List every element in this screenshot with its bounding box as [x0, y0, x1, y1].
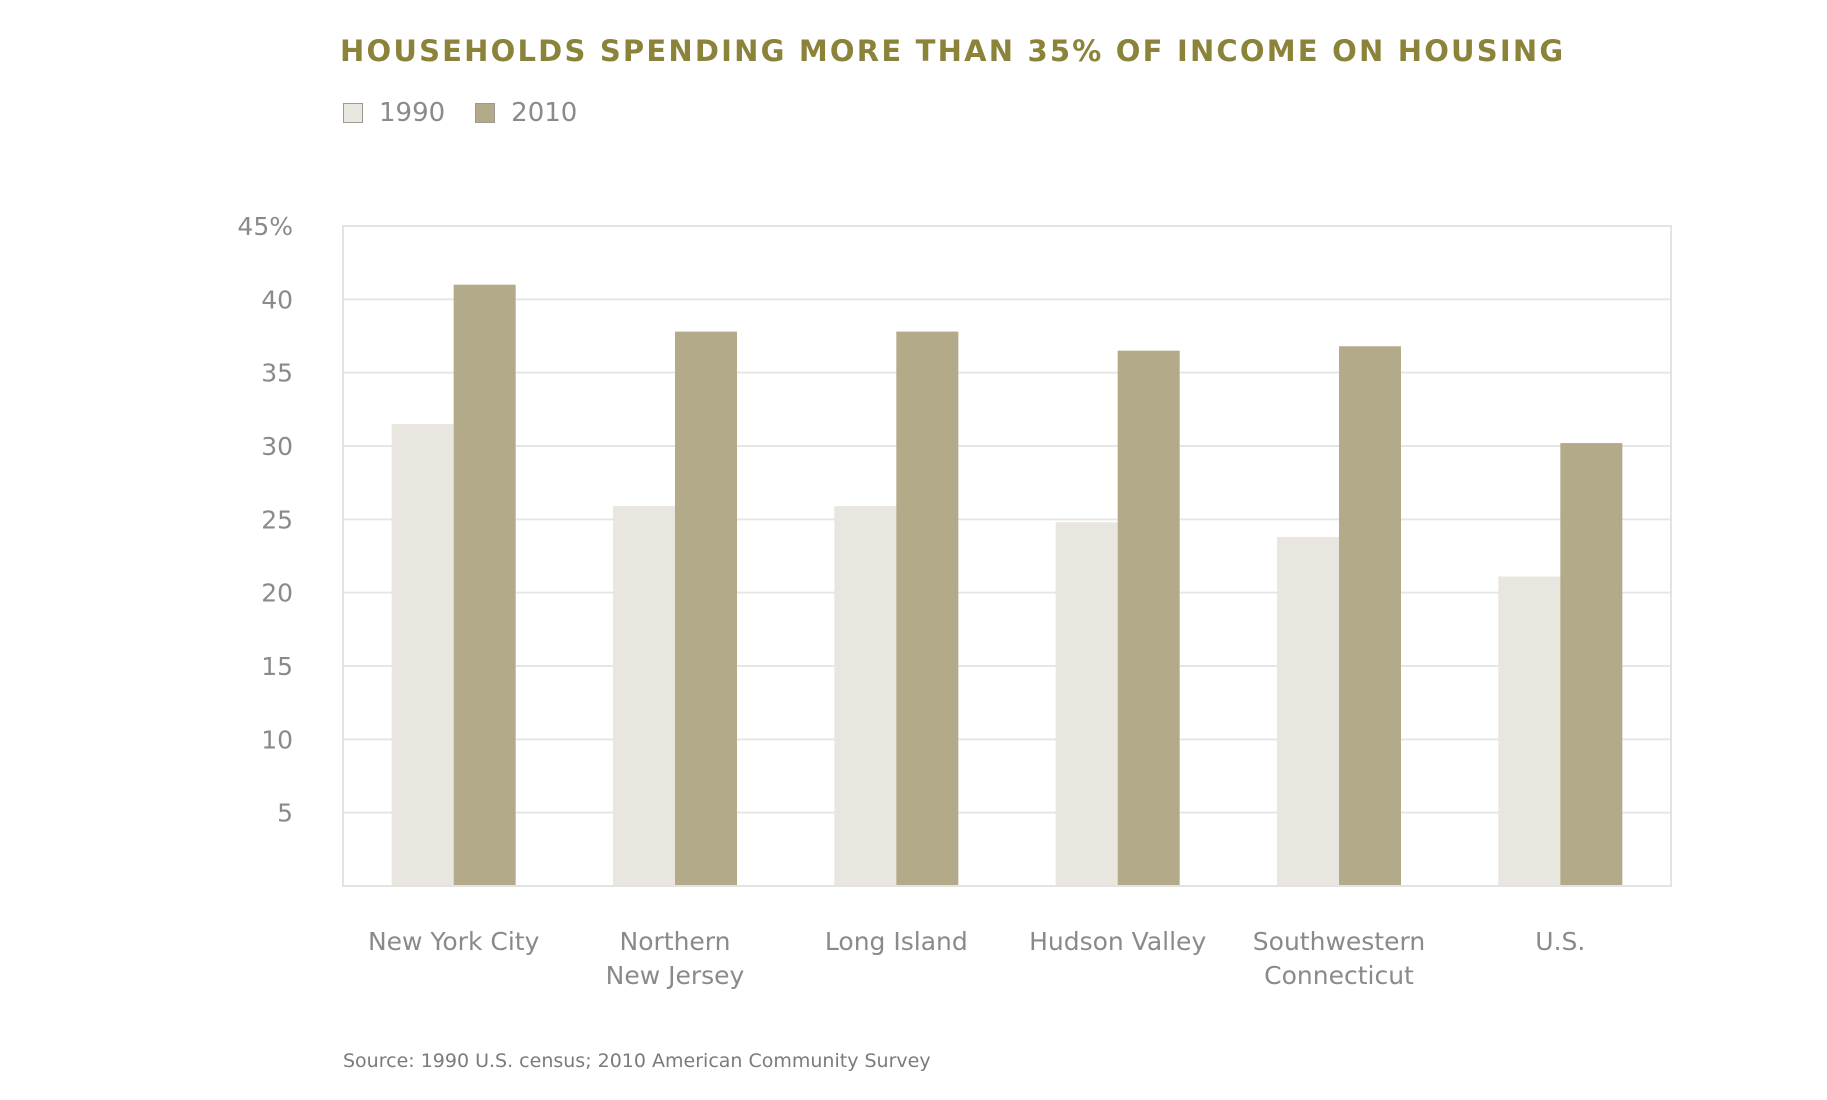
plot-frame — [342, 225, 1672, 887]
legend-label-1990: 1990 — [379, 98, 446, 128]
legend-swatch-1990 — [343, 103, 363, 123]
y-tick-label-20: 20 — [261, 579, 293, 608]
bar-1990-4 — [1277, 536, 1339, 886]
bar-1990-5 — [1498, 576, 1561, 886]
y-tick-label-25: 25 — [261, 505, 293, 534]
x-tick-label-4-1: Connecticut — [1264, 961, 1414, 990]
chart-title: HOUSEHOLDS SPENDING MORE THAN 35% OF INC… — [340, 34, 1566, 68]
bar-1990-0 — [391, 424, 454, 886]
bar-1990-2 — [834, 506, 897, 886]
y-tick-label-45: 45% — [237, 212, 293, 241]
bar-1990-3 — [1055, 522, 1118, 886]
x-tick-label-1-0: Northern — [620, 927, 731, 956]
x-tick-label-4-0: Southwestern — [1253, 927, 1425, 956]
bar-2010-2 — [896, 331, 959, 887]
x-tick-label-3-0: Hudson Valley — [1029, 927, 1206, 956]
x-tick-label-1-1: New Jersey — [606, 961, 745, 990]
legend-item-2010: 2010 — [475, 98, 577, 128]
y-tick-label-30: 30 — [261, 432, 293, 461]
y-tick-label-35: 35 — [261, 359, 293, 388]
x-tick-label-5-0: U.S. — [1535, 927, 1585, 956]
source-note: Source: 1990 U.S. census; 2010 American … — [343, 1050, 931, 1072]
bar-1990-1 — [613, 506, 675, 886]
legend-label-2010: 2010 — [511, 98, 578, 128]
bar-2010-1 — [675, 331, 737, 887]
legend-swatch-2010 — [475, 103, 496, 123]
y-tick-label-10: 10 — [261, 725, 293, 754]
bar-2010-4 — [1339, 346, 1401, 886]
bar-2010-5 — [1560, 443, 1623, 886]
y-tick-label-15: 15 — [261, 652, 293, 681]
y-tick-label-5: 5 — [277, 799, 293, 828]
y-tick-label-40: 40 — [261, 285, 293, 314]
bar-2010-3 — [1117, 350, 1180, 887]
bar-2010-0 — [453, 284, 516, 887]
legend: 1990 2010 — [343, 98, 577, 128]
x-tick-label-2-0: Long Island — [825, 927, 968, 956]
x-tick-label-0-0: New York City — [368, 927, 540, 956]
legend-item-1990: 1990 — [343, 98, 445, 128]
